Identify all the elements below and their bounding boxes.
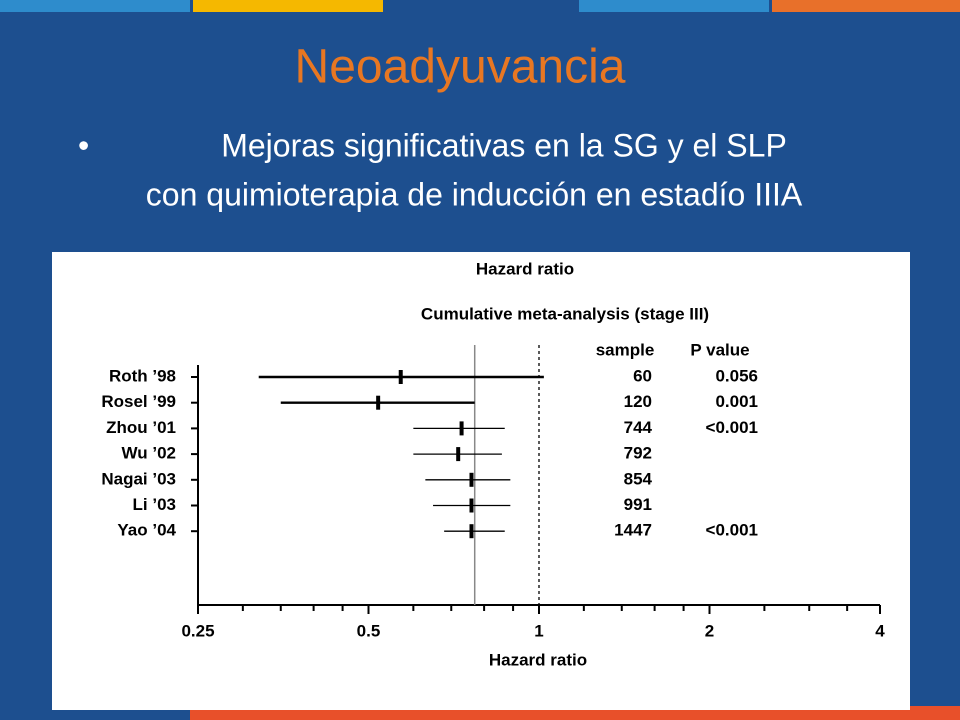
sample-size: 60 (633, 366, 652, 385)
p-value: <0.001 (706, 418, 758, 437)
study-label: Roth ’98 (109, 366, 176, 385)
column-header: P value (690, 340, 749, 359)
sample-size: 991 (624, 495, 652, 514)
sample-size: 120 (624, 392, 652, 411)
study-label: Wu ’02 (122, 444, 176, 463)
point-estimate (469, 498, 474, 513)
top-stripe (0, 0, 190, 12)
chart-title: Hazard ratio (476, 259, 574, 278)
x-axis-label: Hazard ratio (489, 650, 587, 669)
top-stripe (579, 0, 769, 12)
sample-size: 792 (624, 444, 652, 463)
x-tick-label: 4 (875, 621, 885, 640)
x-tick-label: 0.5 (357, 621, 381, 640)
sample-size: 744 (624, 418, 653, 437)
study-label: Yao ’04 (117, 521, 176, 540)
x-tick-label: 1 (534, 621, 543, 640)
top-stripe (386, 0, 576, 12)
point-estimate (376, 395, 381, 410)
chart-subtitle: Cumulative meta-analysis (stage III) (421, 304, 709, 323)
column-header: sample (596, 340, 655, 359)
study-label: Li ’03 (133, 495, 176, 514)
study-label: Zhou ’01 (106, 418, 176, 437)
x-tick-label: 0.25 (181, 621, 214, 640)
p-value: <0.001 (706, 521, 758, 540)
point-estimate (398, 370, 403, 384)
point-estimate (469, 524, 474, 539)
bullet-text: con quimioterapia de inducción en estadí… (146, 176, 803, 212)
point-estimate (456, 447, 461, 462)
point-estimate (469, 472, 474, 487)
bullet-text: Mejoras significativas en la SG y el SLP (221, 127, 787, 163)
p-value: 0.001 (715, 392, 758, 411)
study-label: Rosel ’99 (101, 392, 176, 411)
bullet: • (78, 127, 89, 163)
chart-panel (52, 252, 910, 710)
top-stripe (193, 0, 383, 12)
study-label: Nagai ’03 (101, 469, 176, 488)
sample-size: 1447 (614, 521, 652, 540)
sample-size: 854 (624, 469, 653, 488)
forest-plot: Hazard ratio Cumulative meta-analysis (s… (101, 259, 885, 669)
point-estimate (459, 421, 464, 436)
top-stripe (772, 0, 960, 12)
slide-title: Neoadyuvancia (295, 41, 626, 94)
x-tick-label: 2 (705, 621, 714, 640)
p-value: 0.056 (715, 366, 758, 385)
